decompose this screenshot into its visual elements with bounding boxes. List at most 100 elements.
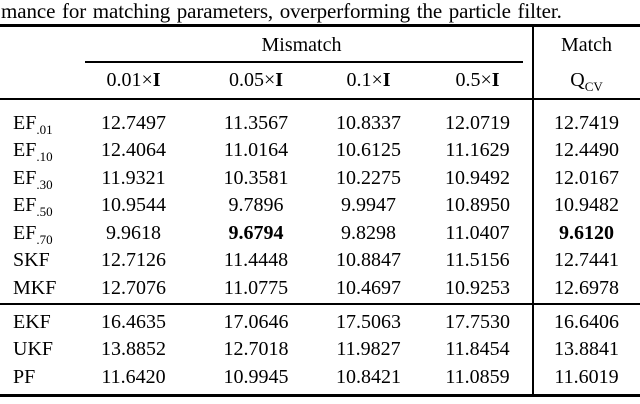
row-label: UKF	[0, 338, 70, 361]
identity-matrix-symbol: I	[152, 68, 161, 91]
table-row: EF.70 9.9618 9.6794 9.8298 11.0407 9.6120	[0, 219, 640, 247]
value-cell: 12.6978	[554, 276, 619, 299]
row-label-text: EKF	[13, 310, 51, 333]
column-header-row: 0.01×I 0.05×I 0.1×I 0.5×I QCV	[0, 66, 640, 94]
col-header-01I: 0.1×I	[315, 69, 422, 92]
mismatch-underline-rule	[85, 61, 523, 63]
row-label-text: EF	[13, 166, 37, 189]
value-cell: 11.9827	[336, 338, 401, 360]
row-label-text: EF	[13, 194, 37, 216]
value-cell: 11.3567	[223, 111, 289, 134]
table-row: EF.01 12.7497 11.3567 10.8337 12.0719 12.7419	[0, 109, 640, 137]
value-cell: 12.7441	[554, 249, 619, 271]
table-row: EF.10 12.4064 11.0164 10.6125 11.1629 12.4490	[0, 137, 640, 165]
row-label-text: PF	[13, 365, 36, 388]
identity-matrix-symbol: I	[491, 68, 500, 91]
value-cell: 12.7076	[101, 276, 166, 299]
table-row: SKF 12.7126 11.4448 10.8847 11.5156 12.7441	[0, 247, 640, 275]
value-cell: 10.8950	[445, 194, 510, 216]
value-cell: 13.8852	[101, 338, 166, 360]
row-label-subscript: .30	[36, 176, 53, 192]
col-header-number: 0.05	[228, 68, 264, 91]
top-rule	[0, 24, 640, 27]
value-cell: 10.8421	[336, 365, 401, 388]
value-cell: 10.8337	[336, 111, 401, 134]
value-cell: 13.8841	[554, 338, 619, 360]
mismatch-header: Mismatch	[261, 33, 342, 56]
bottom-rule	[0, 394, 640, 397]
value-cell: 10.8847	[336, 249, 401, 271]
value-cell: 11.0775	[223, 276, 289, 299]
row-label-subscript: .01	[36, 121, 53, 137]
group-header-row: Mismatch Match	[0, 31, 640, 59]
value-cell: 10.3581	[223, 166, 289, 189]
value-cell: 9.6794	[228, 221, 284, 244]
value-cell: 10.9492	[445, 166, 510, 189]
value-cell: 12.7497	[101, 111, 166, 134]
match-header: Match	[560, 33, 613, 56]
table-row: UKF 13.8852 12.7018 11.9827 11.8454 13.8841	[0, 336, 640, 364]
value-cell: 9.9618	[106, 221, 161, 244]
value-cell: 10.6125	[336, 139, 401, 161]
value-cell: 17.7530	[445, 310, 510, 333]
multiplication-sign: ×	[141, 68, 153, 91]
col-header-001I: 0.01×I	[70, 69, 197, 92]
value-cell: 11.1629	[445, 139, 510, 161]
table-row: PF 11.6420 10.9945 10.8421 11.0859 11.6019	[0, 363, 640, 391]
value-cell: 11.5156	[445, 249, 510, 271]
group-divider-rule	[0, 303, 640, 305]
value-cell: 11.6019	[554, 365, 619, 388]
column-divider	[532, 27, 534, 394]
value-cell: 9.6120	[559, 221, 614, 244]
row-label: EF.50	[0, 194, 70, 218]
col-header-number: 0.01	[106, 68, 142, 91]
caption-text: mance for matching parameters, overperfo…	[1, 0, 562, 23]
row-label: EF.70	[0, 221, 70, 247]
row-label: MKF	[0, 277, 70, 300]
multiplication-sign: ×	[263, 68, 276, 91]
value-cell: 12.0167	[554, 166, 619, 189]
col-header-05I: 0.5×I	[422, 69, 533, 92]
value-cell: 12.7419	[554, 111, 619, 134]
value-cell: 11.0407	[445, 221, 510, 244]
value-cell: 17.5063	[336, 310, 401, 333]
row-label-text: EF	[13, 221, 37, 244]
row-label-subscript: .70	[36, 231, 53, 247]
value-cell: 12.7018	[223, 338, 289, 360]
table-row: EF.30 11.9321 10.3581 10.2275 10.9492 12.0167	[0, 164, 640, 192]
value-cell: 10.4697	[336, 276, 401, 299]
cv-subscript: CV	[584, 78, 603, 94]
value-cell: 17.0646	[223, 310, 289, 333]
multiplication-sign: ×	[480, 68, 492, 91]
row-label-text: MKF	[13, 276, 57, 299]
row-label: EF.30	[0, 166, 70, 192]
identity-matrix-symbol: I	[382, 68, 391, 91]
value-cell: 16.6406	[554, 310, 619, 333]
col-header-number: 0.5	[455, 68, 481, 91]
table-row: EKF 16.4635 17.0646 17.5063 17.7530 16.6406	[0, 308, 640, 336]
row-label: EF.01	[0, 111, 70, 137]
row-label-subscript: .10	[36, 149, 53, 164]
row-label: EKF	[0, 311, 70, 334]
value-cell: 10.9945	[223, 365, 289, 388]
multiplication-sign: ×	[371, 68, 383, 91]
q-symbol: Q	[570, 68, 585, 91]
value-cell: 11.8454	[445, 338, 510, 360]
table-row: EF.50 10.9544 9.7896 9.9947 10.8950 10.9482	[0, 192, 640, 220]
col-header-qcv: QCV	[533, 68, 640, 94]
value-cell: 10.9253	[445, 276, 510, 299]
value-cell: 11.0164	[223, 139, 289, 161]
row-label-text: SKF	[13, 249, 50, 271]
table-row: MKF 12.7076 11.0775 10.4697 10.9253 12.6978	[0, 274, 640, 302]
row-label: SKF	[0, 249, 70, 272]
value-cell: 9.7896	[228, 194, 284, 216]
value-cell: 11.6420	[101, 365, 166, 388]
value-cell: 11.9321	[101, 166, 166, 189]
row-label-text: EF	[13, 111, 37, 134]
row-label: EF.10	[0, 139, 70, 164]
header-rule	[0, 98, 640, 100]
value-cell: 12.7126	[101, 249, 166, 271]
value-cell: 10.9482	[554, 194, 619, 216]
row-label: PF	[0, 366, 70, 389]
